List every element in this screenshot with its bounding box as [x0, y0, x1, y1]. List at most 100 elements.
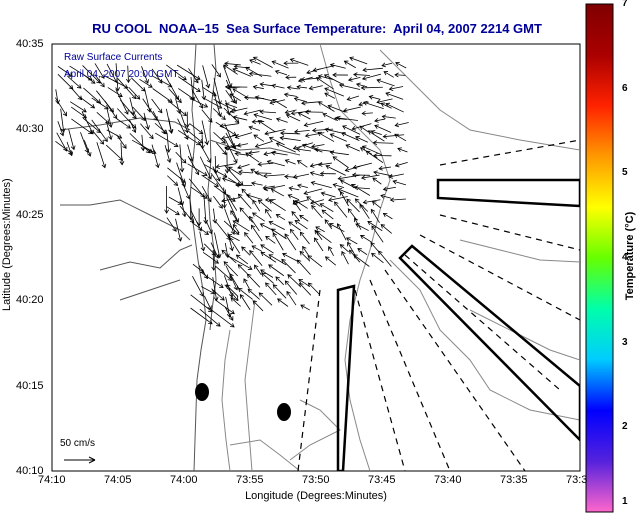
current-vector-head	[294, 200, 300, 205]
current-vector	[225, 89, 235, 103]
current-vector-head	[264, 130, 269, 136]
current-vector-head	[282, 252, 287, 258]
current-vector	[343, 106, 361, 112]
current-vector	[353, 162, 372, 169]
current-vector-head	[329, 133, 335, 138]
y-tick-label: 40:20	[16, 294, 44, 307]
colorbar	[585, 3, 614, 513]
current-vector	[235, 132, 253, 138]
current-vector-head	[126, 124, 132, 129]
current-vector-head	[230, 143, 235, 148]
current-vector-head	[314, 237, 319, 243]
current-vector-head	[347, 208, 353, 213]
current-vector-head	[271, 60, 277, 65]
current-vector	[190, 186, 208, 199]
current-vector-head	[272, 99, 277, 104]
current-vector	[285, 159, 296, 165]
current-vector	[225, 139, 238, 164]
current-vector-head	[303, 190, 309, 196]
current-vector-head	[389, 197, 395, 203]
current-vector	[383, 186, 396, 190]
current-vector-head	[299, 282, 304, 288]
current-vector	[318, 162, 332, 166]
current-vector	[198, 265, 208, 279]
current-vector	[304, 188, 323, 195]
current-vector-head	[155, 163, 160, 169]
current-vector	[342, 125, 361, 135]
current-vector-head	[328, 197, 333, 203]
current-vector-head	[374, 124, 379, 129]
current-vector-head	[373, 170, 378, 176]
current-vector-head	[301, 143, 307, 149]
current-vector-head	[268, 220, 274, 226]
current-vector-head	[230, 230, 236, 235]
current-vector	[319, 203, 334, 212]
current-vector-head	[322, 112, 328, 118]
current-vector-head	[119, 160, 125, 166]
current-vector	[106, 63, 118, 83]
current-vector	[57, 121, 64, 136]
current-vector	[272, 99, 288, 109]
current-vector	[395, 74, 406, 76]
current-vector	[246, 194, 263, 200]
current-vector	[345, 144, 360, 152]
current-vector	[349, 57, 368, 65]
current-vector	[355, 136, 368, 143]
current-vector-head	[221, 115, 226, 121]
current-vector-head	[226, 193, 231, 199]
current-vector-head	[221, 135, 226, 141]
y-tick-label: 40:30	[16, 123, 44, 136]
current-vector	[300, 304, 310, 311]
current-vector	[397, 148, 408, 153]
x-tick-label: 73:35	[500, 474, 528, 486]
current-vector	[252, 212, 265, 222]
current-vector-head	[223, 261, 229, 266]
current-vector	[187, 163, 208, 176]
current-vector	[325, 165, 346, 176]
depth-contour	[389, 259, 580, 421]
current-vector-head	[216, 176, 221, 182]
current-vector	[199, 231, 205, 251]
current-vector-head	[84, 148, 90, 154]
current-vector-head	[230, 309, 235, 315]
transect-boxes	[336, 178, 580, 471]
current-vector	[235, 184, 253, 187]
current-vector	[261, 272, 275, 284]
current-vector-head	[289, 57, 295, 63]
current-vector	[341, 251, 349, 265]
current-vector-head	[327, 104, 333, 109]
current-vector	[96, 112, 110, 124]
current-vector-head	[87, 76, 93, 81]
current-vector-head	[292, 174, 298, 180]
current-vector	[241, 246, 251, 256]
current-vector-head	[293, 129, 299, 134]
current-vector-head	[243, 111, 249, 116]
current-vector	[249, 250, 263, 267]
current-vector-head	[184, 128, 189, 134]
current-vector	[338, 174, 360, 180]
current-vector	[330, 151, 349, 156]
current-vector-head	[284, 280, 290, 285]
current-vector-head	[224, 84, 230, 90]
current-vector-head	[103, 137, 108, 143]
current-vector-head	[287, 194, 293, 199]
current-vector	[175, 98, 180, 114]
current-vector-head	[247, 265, 253, 270]
current-vector-head	[241, 246, 246, 251]
current-vector	[295, 200, 308, 209]
current-vector	[291, 110, 311, 114]
current-vector-head	[385, 102, 391, 108]
current-vector	[346, 237, 358, 245]
current-vector-head	[359, 203, 364, 209]
current-vector-head	[324, 256, 330, 261]
current-vector-head	[198, 104, 204, 109]
current-vector	[69, 65, 93, 81]
current-vector-head	[237, 264, 243, 269]
current-vector-head	[176, 109, 182, 114]
current-vector-head	[200, 246, 206, 252]
current-vector	[288, 221, 301, 231]
current-vector-head	[355, 82, 361, 88]
current-vector	[280, 137, 301, 142]
current-vector	[141, 66, 149, 84]
current-vector	[154, 122, 168, 134]
